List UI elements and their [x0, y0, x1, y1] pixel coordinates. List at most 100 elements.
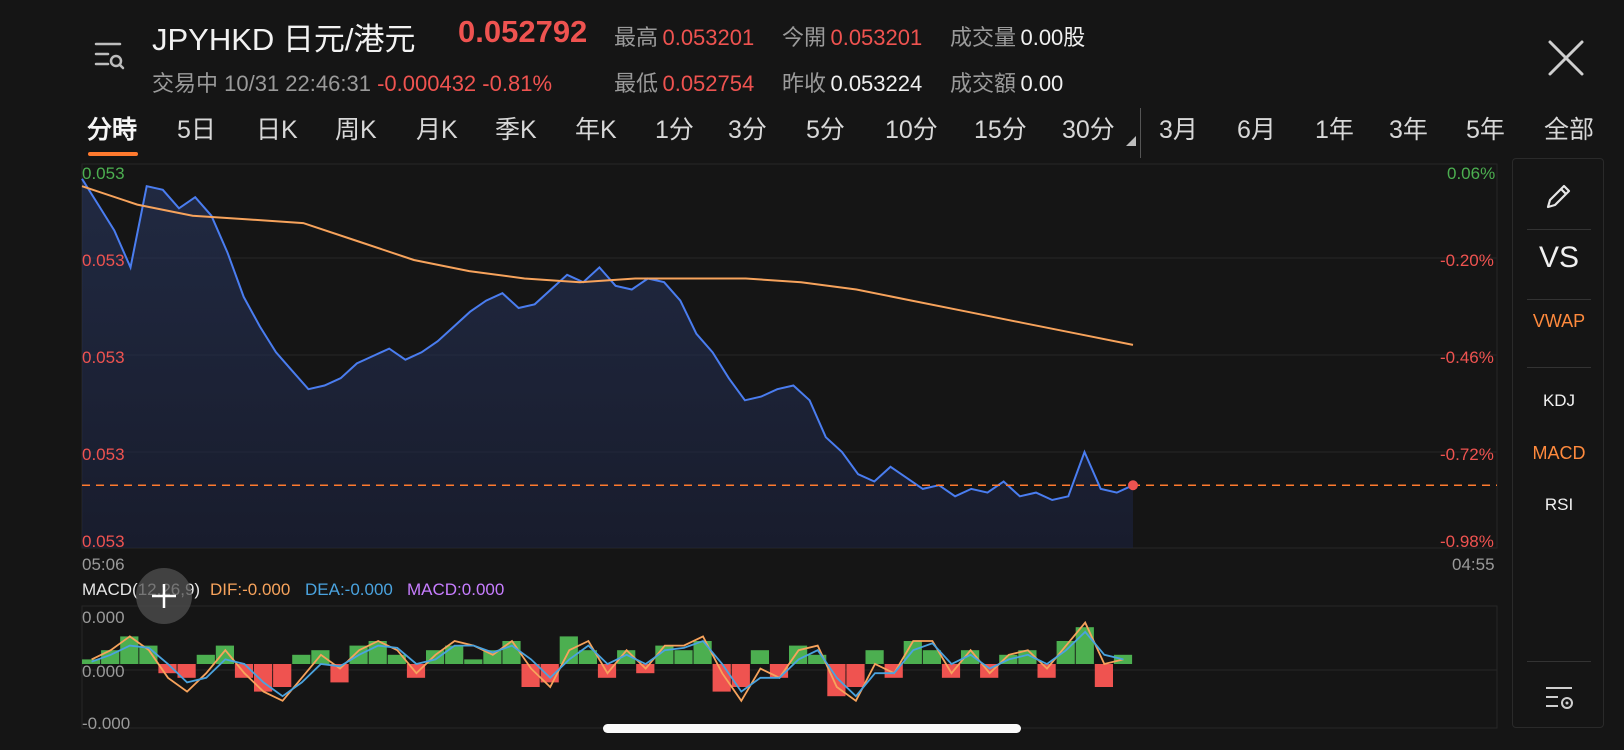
average-line [81, 185, 1134, 346]
stat-open-value: 0.053201 [830, 25, 923, 50]
price-change-pct: -0.81% [482, 71, 553, 96]
stat-high-label: 最高 [614, 25, 659, 50]
tab-5day[interactable]: 5日 [177, 116, 216, 144]
tab-intraday[interactable]: 分時 [87, 116, 138, 144]
trading-status: 交易中 [152, 71, 219, 96]
tab-yearly-k[interactable]: 年K [575, 116, 617, 144]
y-left-tick-2: 0.053 [82, 251, 125, 270]
tab-10min[interactable]: 10分 [885, 116, 938, 144]
macd-histogram-bar [387, 654, 406, 664]
tab-3min[interactable]: 3分 [728, 116, 767, 144]
macd-histogram-bar [196, 654, 215, 664]
tab-5year[interactable]: 5年 [1466, 116, 1505, 144]
last-price: 0.052792 [458, 14, 588, 49]
macd-histogram-bar [712, 664, 731, 692]
stock-menu-icon[interactable] [88, 34, 128, 74]
price-area [82, 178, 1133, 549]
tab-monthly-k[interactable]: 月K [416, 116, 458, 144]
last-price-dot [1128, 480, 1138, 491]
macd-histogram-bar [521, 664, 540, 687]
tab-30min[interactable]: 30分 [1062, 116, 1115, 144]
macd-histogram-bar [483, 650, 502, 664]
x-end-time: 04:55 [1452, 555, 1495, 574]
stat-prev-close: 昨收 0.053224 [782, 66, 922, 98]
stat-volume: 成交量 0.00股 [950, 20, 1085, 52]
stat-open: 今開 0.053201 [782, 20, 922, 52]
y-right-tick-4: -0.72% [1440, 445, 1494, 464]
macd-dea-line [91, 630, 1124, 698]
macd-histogram-bar [789, 645, 808, 664]
y-right-tick-3: -0.46% [1440, 348, 1494, 367]
macd-dif-line [91, 620, 1124, 703]
macd-histogram-bar [961, 650, 980, 664]
vwap-toggle[interactable]: VWAP [1532, 311, 1586, 331]
instrument-title: JPYHKD 日元/港元 [152, 22, 416, 57]
macd-histogram-bar [445, 645, 464, 664]
y-left-tick-4: 0.053 [82, 445, 125, 464]
pencil-icon [1546, 184, 1571, 209]
price-line [81, 178, 1134, 502]
indicator-settings-button[interactable] [1513, 681, 1605, 720]
more-options-indicator [1126, 136, 1136, 146]
tab-3year[interactable]: 3年 [1389, 116, 1428, 144]
macd-plot [82, 620, 1133, 703]
quote-datetime: 10/31 22:46:31 [224, 71, 371, 96]
crosshair-button[interactable] [136, 568, 192, 624]
kdj-toggle[interactable]: KDJ [1542, 391, 1576, 410]
stat-high-value: 0.053201 [662, 25, 755, 50]
macd-histogram-bar [674, 650, 693, 664]
compare-vs-button[interactable]: VS [1538, 241, 1580, 274]
macd-histogram-bar [502, 641, 521, 664]
macd-histogram-bar [120, 636, 139, 664]
macd-histogram-bar [1037, 664, 1056, 678]
tab-1year[interactable]: 1年 [1315, 116, 1354, 144]
draw-tool-button[interactable] [1513, 179, 1605, 218]
macd-histogram-bar [1094, 664, 1113, 687]
macd-histogram-bar [903, 641, 922, 664]
macd-histogram-bar [273, 664, 292, 687]
macd-histogram-bar [82, 659, 101, 664]
stat-turnover-value: 0.00 [1020, 71, 1064, 96]
stat-high: 最高 0.053201 [614, 20, 754, 52]
macd-histogram-bar [330, 664, 349, 683]
stat-prev-close-label: 昨收 [782, 71, 827, 96]
status-line: 交易中 10/31 22:46:31 -0.000432 -0.81% [152, 66, 552, 98]
macd-histogram-bar [750, 650, 769, 664]
stat-volume-label: 成交量 [950, 25, 1017, 50]
crosshair-icon [152, 584, 176, 608]
y-right-tick-5: -0.98% [1440, 532, 1494, 551]
macd-toggle[interactable]: MACD [1532, 443, 1586, 463]
tab-1min[interactable]: 1分 [655, 116, 694, 144]
macd-histogram-bar [158, 664, 177, 674]
tab-15min[interactable]: 15分 [974, 116, 1027, 144]
tab-divider [1140, 108, 1141, 158]
tab-daily-k[interactable]: 日K [256, 116, 298, 144]
macd-histogram-bar [846, 664, 865, 687]
macd-histogram-bar [693, 641, 712, 664]
macd-histogram-bar [215, 645, 234, 664]
macd-histogram-bar [177, 664, 196, 678]
stat-low-value: 0.052754 [662, 71, 755, 96]
stat-low-label: 最低 [614, 71, 659, 96]
stat-open-label: 今開 [782, 25, 827, 50]
stat-turnover: 成交額 0.00 [950, 66, 1063, 98]
macd-dif-label: DIF:-0.000 [210, 580, 291, 599]
x-start-time: 05:06 [82, 555, 125, 574]
macd-histogram-bar [922, 650, 941, 664]
y-left-tick-3: 0.053 [82, 348, 125, 367]
indicator-panel: VS VWAP KDJ MACD RSI [1512, 158, 1604, 728]
tab-6month[interactable]: 6月 [1237, 116, 1276, 144]
tab-all[interactable]: 全部 [1544, 116, 1595, 144]
tab-5min[interactable]: 5分 [806, 116, 845, 144]
y-left-tick-5: 0.053 [82, 532, 125, 551]
macd-y-tick-2: 0.000 [82, 662, 125, 681]
tab-3month[interactable]: 3月 [1159, 116, 1198, 144]
macd-dea-label: DEA:-0.000 [305, 580, 393, 599]
list-settings-icon [1546, 687, 1573, 709]
rsi-toggle[interactable]: RSI [1544, 495, 1574, 514]
tab-quarterly-k[interactable]: 季K [495, 116, 537, 144]
tab-weekly-k[interactable]: 周K [335, 116, 377, 144]
close-icon[interactable] [1546, 38, 1586, 78]
macd-y-tick-1: 0.000 [82, 608, 125, 627]
